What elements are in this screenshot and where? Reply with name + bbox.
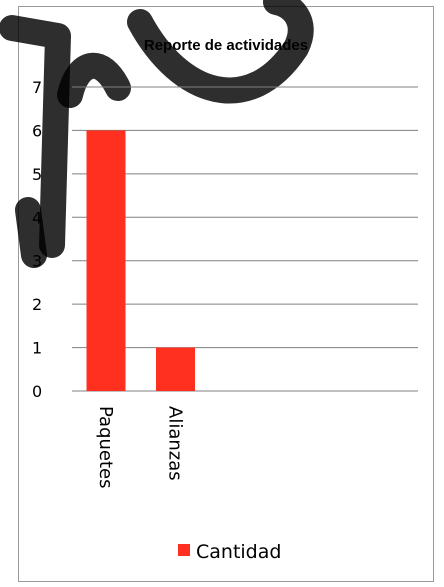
category-label-paquetes: Paquetes <box>95 406 116 489</box>
y-tick-label-0: 0 <box>32 382 42 401</box>
legend: Cantidad <box>178 541 281 563</box>
legend-swatch <box>178 544 190 556</box>
y-tick-label-4: 4 <box>32 208 42 227</box>
y-axis-tick-labels: 0 1 2 3 4 5 6 7 <box>32 78 42 401</box>
bar-alianzas <box>156 347 195 391</box>
y-tick-label-3: 3 <box>32 252 42 271</box>
y-tick-label-7: 7 <box>32 78 42 97</box>
y-tick-label-1: 1 <box>32 339 42 358</box>
y-tick-label-5: 5 <box>32 165 42 184</box>
legend-label-cantidad: Cantidad <box>196 541 281 563</box>
y-tick-label-6: 6 <box>32 121 42 140</box>
y-tick-label-2: 2 <box>32 295 42 314</box>
chart-title: Reporte de actividades <box>144 37 308 54</box>
watermark <box>0 0 314 268</box>
category-labels: Paquetes Alianzas <box>95 406 186 489</box>
bar-paquetes <box>86 130 126 391</box>
category-label-alianzas: Alianzas <box>165 406 186 481</box>
bars <box>86 130 195 391</box>
gridlines <box>72 86 418 392</box>
